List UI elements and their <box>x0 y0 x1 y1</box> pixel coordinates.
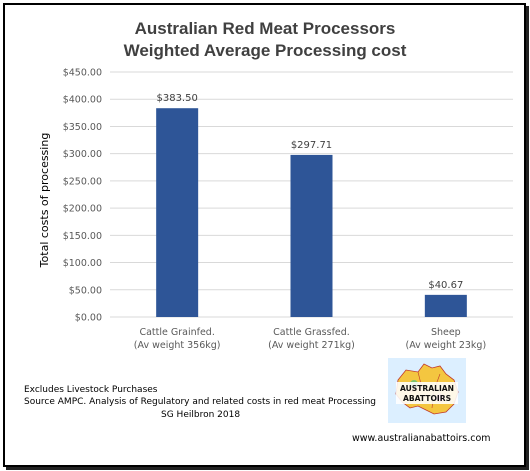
category-label-line2: (Av weight 23kg) <box>405 340 486 351</box>
y-tick-label: $200.00 <box>63 204 102 215</box>
y-tick-label: $250.00 <box>63 176 102 187</box>
y-tick-label: $0.00 <box>75 313 102 324</box>
bar <box>156 108 199 317</box>
category-label-line1: Cattle Grassfed. <box>273 327 350 338</box>
y-tick-labels: $0.00 $50.00 $100.00 $150.00 $200.00 $250.00 $… <box>63 68 102 324</box>
bar <box>424 294 467 317</box>
y-tick-label: $300.00 <box>63 149 102 160</box>
bar <box>290 154 333 317</box>
data-label: $383.50 <box>156 93 197 104</box>
note-excludes: Excludes Livestock Purchases <box>24 385 158 395</box>
y-tick-label: $150.00 <box>63 231 102 242</box>
category-label-line1: Cattle Grainfed. <box>139 327 214 338</box>
data-label: $40.67 <box>428 280 463 291</box>
category-label-line2: (Av weight 271kg) <box>268 340 355 351</box>
note-source: Source AMPC. Analysis of Regulatory and … <box>24 397 377 407</box>
category-label-line2: (Av weight 356kg) <box>134 340 221 351</box>
logo-text-line1: AUSTRALIAN <box>400 384 454 393</box>
data-label: $297.71 <box>291 140 332 151</box>
logo-text-line2: ABATTOIRS <box>403 394 451 403</box>
y-tick-label: $400.00 <box>63 95 102 106</box>
y-tick-label: $100.00 <box>63 258 102 269</box>
data-labels: $383.50 $297.71 $40.67 <box>156 93 463 291</box>
australian-abattoirs-logo: AUSTRALIAN ABATTOIRS <box>388 358 466 423</box>
bars <box>156 108 467 317</box>
chart-title-line2: Weighted Average Processing cost <box>123 41 407 60</box>
category-labels: Cattle Grainfed. (Av weight 356kg) Cattle … <box>134 327 486 351</box>
note-author: SG Heilbron 2018 <box>161 410 241 420</box>
y-tick-label: $350.00 <box>63 122 102 133</box>
y-tick-label: $450.00 <box>63 68 102 79</box>
category-label-line1: Sheep <box>431 327 461 338</box>
y-axis-label: Total costs of processing <box>38 133 51 269</box>
chart-title-line1: Australian Red Meat Processors <box>134 19 396 38</box>
y-tick-label: $50.00 <box>69 285 102 296</box>
website-url[interactable]: www.australianabattoirs.com <box>352 433 491 444</box>
